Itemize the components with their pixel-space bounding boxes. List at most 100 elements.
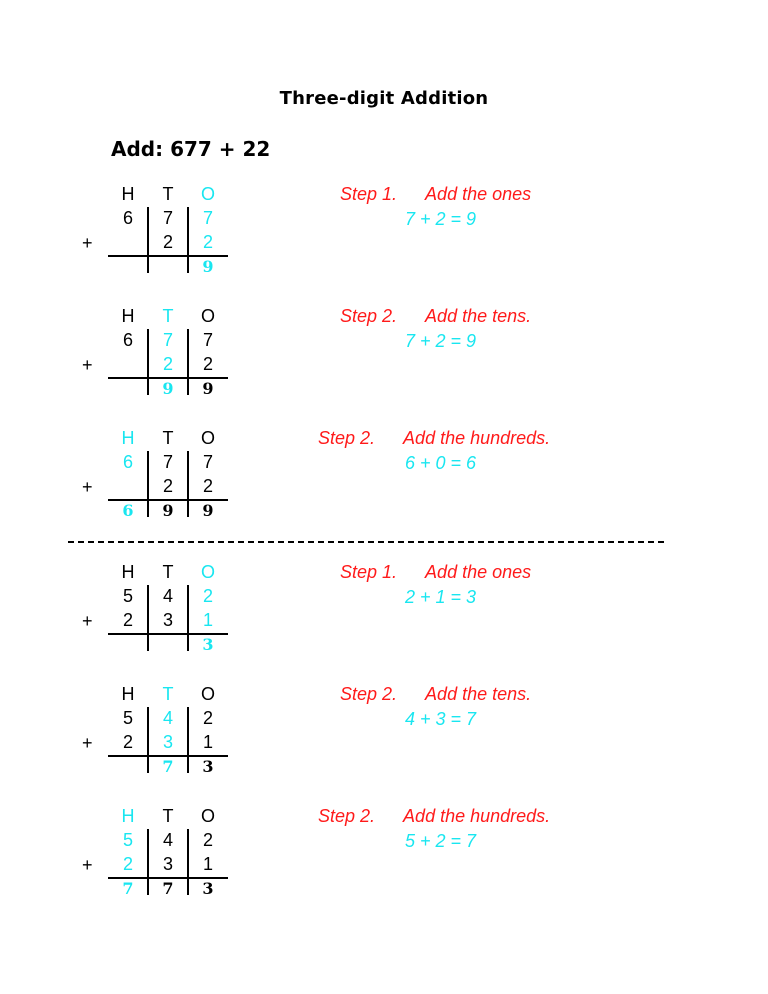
top-digit: 4 bbox=[162, 586, 173, 606]
bottom-digit: 3 bbox=[162, 610, 173, 630]
place-value-header: H bbox=[121, 562, 135, 582]
result-digit: 3 bbox=[202, 879, 214, 898]
sum-line bbox=[108, 877, 228, 879]
column-divider bbox=[147, 329, 149, 395]
place-value-header: T bbox=[162, 306, 174, 326]
step-equation: 5 + 2 = 7 bbox=[405, 831, 477, 851]
top-digit: 7 bbox=[162, 208, 173, 228]
addition-block: H T O 5 4 2 2 3 1 7 3 + Step 2. Add the tens. 4 + 3 = … bbox=[0, 683, 768, 783]
step-equation: 7 + 2 = 9 bbox=[405, 209, 477, 229]
bottom-digit: 1 bbox=[202, 610, 213, 630]
step-equation: 4 + 3 = 7 bbox=[405, 709, 477, 729]
column-divider bbox=[147, 451, 149, 517]
plus-sign: + bbox=[82, 733, 93, 753]
top-digit: 7 bbox=[202, 452, 213, 472]
bottom-digit: 1 bbox=[202, 854, 213, 874]
place-value-header: T bbox=[162, 806, 174, 826]
result-digit: 7 bbox=[162, 757, 174, 776]
result-digit: 7 bbox=[162, 879, 174, 898]
bottom-digit: 3 bbox=[162, 732, 173, 752]
bottom-digit: 2 bbox=[202, 476, 213, 496]
column-divider bbox=[187, 329, 189, 395]
result-digit: 9 bbox=[162, 379, 174, 398]
step-number: Step 1. bbox=[340, 562, 398, 582]
plus-sign: + bbox=[82, 233, 93, 253]
plus-sign: + bbox=[82, 355, 93, 375]
bottom-digit: 1 bbox=[202, 732, 213, 752]
column-divider bbox=[147, 207, 149, 273]
section-divider bbox=[68, 541, 664, 543]
step-description: Add the hundreds. bbox=[403, 806, 551, 826]
sum-line bbox=[108, 755, 228, 757]
place-value-header: H bbox=[121, 684, 135, 704]
step-description: Add the ones bbox=[425, 562, 532, 582]
place-value-header: T bbox=[162, 428, 174, 448]
step-number: Step 2. bbox=[340, 306, 398, 326]
step-number: Step 2. bbox=[318, 806, 376, 826]
result-digit: 9 bbox=[202, 257, 214, 276]
top-digit: 6 bbox=[122, 330, 133, 350]
top-digit: 2 bbox=[202, 708, 213, 728]
top-digit: 7 bbox=[162, 330, 173, 350]
place-value-header: T bbox=[162, 562, 174, 582]
place-value-header: O bbox=[200, 184, 215, 204]
plus-sign: + bbox=[82, 477, 93, 497]
place-value-header: H bbox=[121, 306, 135, 326]
top-digit: 5 bbox=[122, 708, 133, 728]
step-description: Add the tens. bbox=[425, 684, 532, 704]
step-instruction: Step 1. Add the ones bbox=[340, 183, 531, 205]
sum-line bbox=[108, 633, 228, 635]
column-divider bbox=[187, 451, 189, 517]
place-value-header: T bbox=[162, 184, 174, 204]
sum-line bbox=[108, 499, 228, 501]
top-digit: 6 bbox=[122, 452, 133, 472]
top-digit: 5 bbox=[122, 830, 133, 850]
top-digit: 7 bbox=[202, 330, 213, 350]
bottom-digit: 2 bbox=[122, 854, 133, 874]
step-number: Step 2. bbox=[340, 684, 398, 704]
bottom-digit: 2 bbox=[202, 354, 213, 374]
column-divider bbox=[187, 585, 189, 651]
step-instruction: Step 2. Add the hundreds. bbox=[318, 427, 550, 449]
step-description: Add the ones bbox=[425, 184, 532, 204]
bottom-digit: 2 bbox=[162, 232, 173, 252]
addition-block: H T O 6 7 7 2 2 9 + Step 1. Add the ones 7 + 2 = 9 bbox=[0, 183, 768, 283]
result-digit: 7 bbox=[122, 879, 134, 898]
place-value-header: T bbox=[162, 684, 174, 704]
place-value-header: O bbox=[200, 806, 215, 826]
place-value-header: O bbox=[200, 684, 215, 704]
top-digit: 2 bbox=[202, 586, 213, 606]
bottom-digit: 3 bbox=[162, 854, 173, 874]
bottom-digit: 2 bbox=[122, 732, 133, 752]
step-description: Add the hundreds. bbox=[403, 428, 551, 448]
bottom-digit: 2 bbox=[122, 610, 133, 630]
result-digit: 6 bbox=[122, 501, 134, 520]
bottom-digit: 2 bbox=[202, 232, 213, 252]
top-digit: 2 bbox=[202, 830, 213, 850]
place-value-header: O bbox=[200, 306, 215, 326]
top-digit: 7 bbox=[202, 208, 213, 228]
step-instruction: Step 2. Add the tens. bbox=[340, 683, 531, 705]
place-value-header: O bbox=[200, 428, 215, 448]
step-instruction: Step 2. Add the hundreds. bbox=[318, 805, 550, 827]
sum-line bbox=[108, 255, 228, 257]
plus-sign: + bbox=[82, 611, 93, 631]
column-divider bbox=[147, 707, 149, 773]
result-digit: 3 bbox=[202, 757, 214, 776]
sum-line bbox=[108, 377, 228, 379]
step-number: Step 2. bbox=[318, 428, 376, 448]
step-number: Step 1. bbox=[340, 184, 398, 204]
column-divider bbox=[147, 829, 149, 895]
place-value-header: H bbox=[121, 428, 135, 448]
column-divider bbox=[147, 585, 149, 651]
result-digit: 9 bbox=[202, 501, 214, 520]
plus-sign: + bbox=[82, 855, 93, 875]
top-digit: 7 bbox=[162, 452, 173, 472]
column-divider bbox=[187, 829, 189, 895]
top-digit: 4 bbox=[162, 830, 173, 850]
place-value-header: H bbox=[121, 184, 135, 204]
step-equation: 2 + 1 = 3 bbox=[405, 587, 477, 607]
result-digit: 3 bbox=[202, 635, 214, 654]
addition-block: H T O 6 7 7 2 2 9 9 + Step 2. Add the tens. 7 + 2 = 9 bbox=[0, 305, 768, 405]
step-description: Add the tens. bbox=[425, 306, 532, 326]
